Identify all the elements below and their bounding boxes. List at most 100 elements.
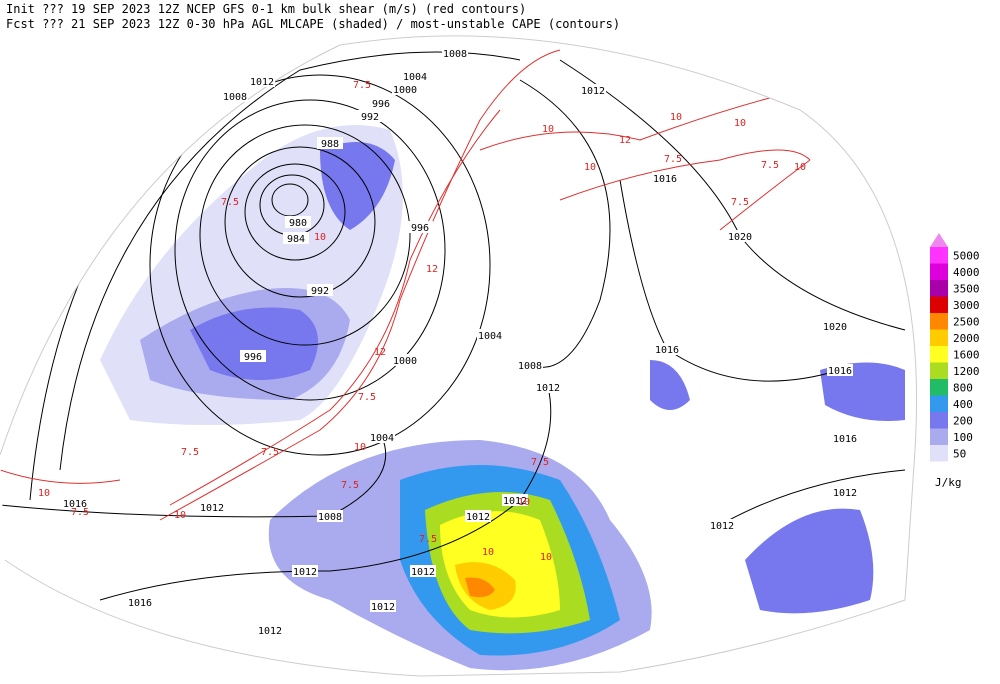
isobar-label: 1004	[370, 433, 394, 444]
label-bg	[502, 494, 528, 506]
label-bg	[199, 501, 225, 513]
label-bg	[370, 600, 396, 612]
isobar-label: 996	[372, 99, 390, 110]
domain-border	[0, 35, 918, 677]
isobar-label: 1000	[393, 356, 417, 367]
isobar-label: 1016	[63, 499, 87, 510]
isobar-label: 1008	[443, 49, 467, 60]
shear-label: 10	[174, 510, 186, 521]
legend-swatch	[930, 428, 948, 445]
shear-label: 12	[374, 347, 386, 358]
isobar-label: 1012	[710, 521, 734, 532]
isobar-label: 1012	[258, 626, 282, 637]
legend-swatch	[930, 346, 948, 363]
label-bg	[369, 431, 395, 443]
isobar-label: 996	[244, 352, 262, 363]
isobar-label: 1016	[653, 174, 677, 185]
shear-label: 10	[314, 232, 326, 243]
cape-shading	[320, 142, 395, 230]
legend-swatch	[930, 313, 948, 330]
legend-triangle	[930, 233, 948, 247]
legend-swatch	[930, 362, 948, 379]
isobar-label: 1012	[536, 383, 560, 394]
legend-swatch	[930, 263, 948, 280]
label-bg	[442, 47, 468, 59]
label-bg	[654, 343, 680, 355]
header-line: Init ??? 19 SEP 2023 12Z NCEP GFS 0-1 km…	[6, 2, 526, 16]
shear-label: 10	[584, 162, 596, 173]
legend-label: 400	[953, 398, 973, 411]
isobar-label: 1008	[518, 361, 542, 372]
isobar-label: 1012	[371, 602, 395, 613]
legend-label: 1200	[953, 365, 980, 378]
legend-swatch	[930, 395, 948, 412]
isobar-label: 1016	[828, 366, 852, 377]
shear-label: 10	[38, 488, 50, 499]
label-bg	[832, 432, 858, 444]
label-bg	[410, 565, 436, 577]
legend-label: 5000	[953, 249, 980, 262]
isobar-label: 1016	[128, 598, 152, 609]
isobar-label: 1012	[293, 567, 317, 578]
shear-contours	[0, 49, 811, 521]
header-line: Fcst ??? 21 SEP 2023 12Z 0-30 hPa AGL ML…	[6, 17, 620, 31]
shear-label: 12	[619, 135, 631, 146]
shear-label: 10	[482, 547, 494, 558]
isobar-label: 1012	[503, 496, 527, 507]
label-bg	[402, 70, 428, 82]
isobar-label: 1012	[200, 503, 224, 514]
legend-label: 1600	[953, 348, 980, 361]
shear-label: 7.5	[731, 197, 749, 208]
shear-label: 7.5	[358, 392, 376, 403]
legend-swatch	[930, 379, 948, 396]
label-bg	[832, 486, 858, 498]
isobar-label: 988	[321, 139, 339, 150]
label-bg	[709, 519, 735, 531]
legend-label: 2000	[953, 332, 980, 345]
shear-label: 7.5	[419, 534, 437, 545]
label-bg	[127, 596, 153, 608]
label-bg	[517, 359, 543, 371]
shear-label: 7.5	[181, 447, 199, 458]
legend-swatch	[930, 445, 948, 462]
legend-swatch	[930, 296, 948, 313]
label-bg	[62, 497, 88, 509]
isobar-label: 1016	[655, 345, 679, 356]
shear-label: 7.5	[353, 80, 371, 91]
label-bg	[257, 624, 283, 636]
legend-label: 200	[953, 414, 973, 427]
label-bg	[307, 284, 333, 296]
shear-label: 10	[794, 162, 806, 173]
legend-label: 2500	[953, 315, 980, 328]
shear-label: 10	[518, 497, 530, 508]
shear-label: 7.5	[341, 480, 359, 491]
cape-shading	[745, 508, 874, 614]
label-bg	[827, 364, 853, 376]
cape-shading	[650, 360, 690, 410]
shear-label: 10	[542, 124, 554, 135]
label-bg	[285, 216, 311, 228]
shear-label: 12	[426, 264, 438, 275]
isobar-label: 1012	[466, 512, 490, 523]
legend-swatch	[930, 247, 948, 264]
label-bg	[465, 510, 491, 522]
isobar-label: 1012	[411, 567, 435, 578]
shear-label: 7.5	[71, 507, 89, 518]
label-bg	[477, 329, 503, 341]
legend-label: 50	[953, 447, 966, 460]
shear-label: 7.5	[261, 447, 279, 458]
isobar-label: 1012	[250, 77, 274, 88]
label-bg	[392, 83, 418, 95]
label-bg	[580, 84, 606, 96]
shear-label: 10	[734, 118, 746, 129]
isobar-label: 996	[411, 223, 429, 234]
label-bg	[317, 137, 343, 149]
isobar-label: 1012	[581, 86, 605, 97]
label-bg	[222, 90, 248, 102]
shear-label: 10	[670, 112, 682, 123]
legend-label: 3000	[953, 299, 980, 312]
isobar-label: 1012	[833, 488, 857, 499]
legend-swatch	[930, 412, 948, 429]
legend-label: 800	[953, 381, 973, 394]
